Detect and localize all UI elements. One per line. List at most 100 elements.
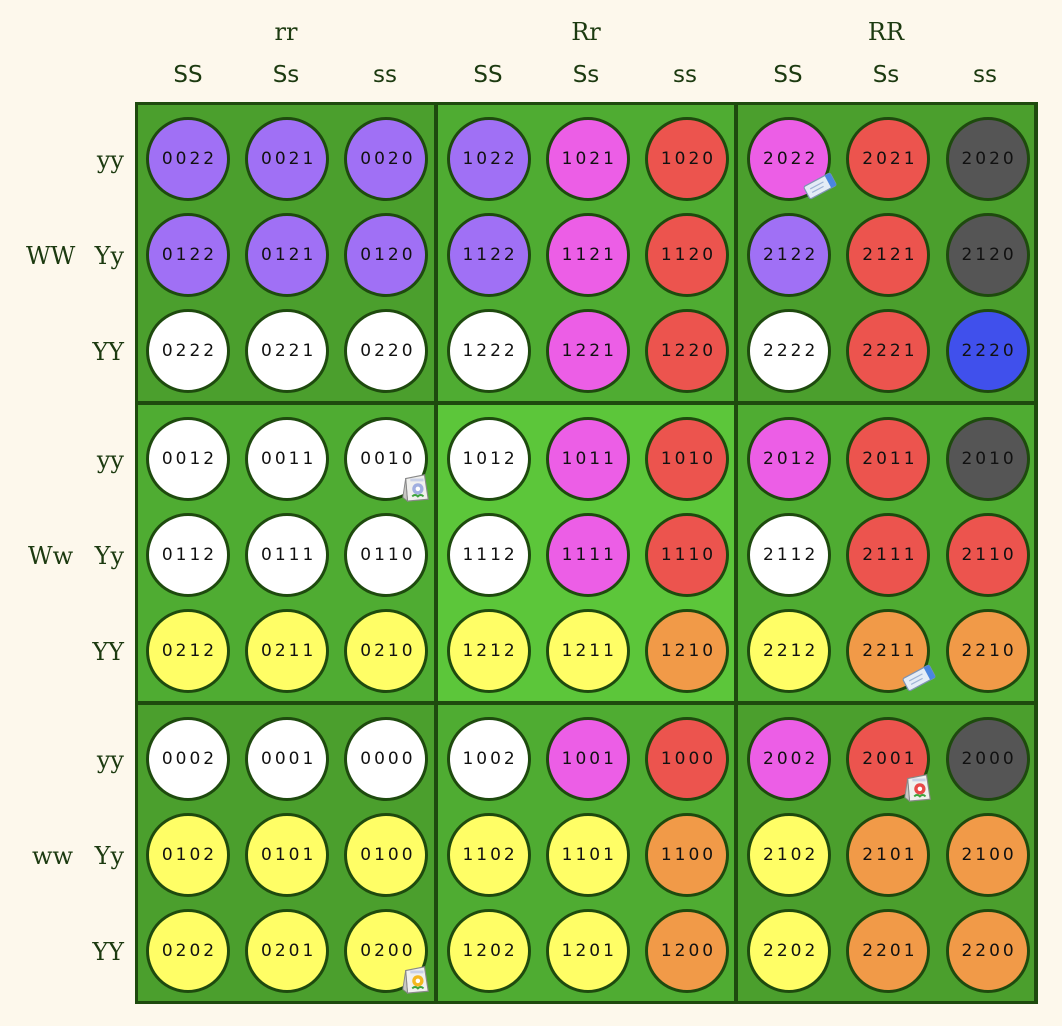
genotype-cell-1012[interactable]: 1012 [446, 417, 531, 501]
genotype-code: 1110 [660, 545, 717, 565]
genotype-code: 1120 [660, 245, 717, 265]
genotype-cell-0111[interactable]: 0111 [245, 513, 330, 597]
genotype-cell-0021[interactable]: 0021 [245, 117, 330, 201]
row-sub-label: YY [92, 338, 124, 366]
genotype-cell-2100[interactable]: 2100 [945, 813, 1030, 897]
genotype-cell-2002[interactable]: 2002 [747, 717, 832, 801]
genotype-cell-1212[interactable]: 1212 [446, 609, 531, 693]
genotype-cell-2120[interactable]: 2120 [945, 213, 1030, 297]
genotype-cell-1002[interactable]: 1002 [446, 717, 531, 801]
genotype-cell-0210[interactable]: 0210 [344, 609, 429, 693]
genotype-cell-1021[interactable]: 1021 [545, 117, 630, 201]
genotype-cell-1001[interactable]: 1001 [545, 717, 630, 801]
genotype-cell-1210[interactable]: 1210 [645, 609, 729, 693]
genotype-cell-2211[interactable]: 2211 [846, 609, 931, 693]
column-sub-label: ss [973, 62, 997, 88]
genotype-cell-2011[interactable]: 2011 [846, 417, 931, 501]
genotype-cell-0220[interactable]: 0220 [344, 309, 429, 393]
genotype-cell-0221[interactable]: 0221 [245, 309, 330, 393]
genotype-code: 2121 [862, 245, 918, 265]
genotype-code: 2012 [763, 449, 819, 469]
genotype-cell-1022[interactable]: 1022 [446, 117, 531, 201]
genotype-cell-2021[interactable]: 2021 [846, 117, 931, 201]
genotype-cell-0120[interactable]: 0120 [344, 213, 429, 297]
genotype-cell-0012[interactable]: 0012 [146, 417, 230, 501]
genotype-cell-1101[interactable]: 1101 [545, 813, 630, 897]
genotype-code: 0200 [360, 941, 416, 961]
genotype-cell-2121[interactable]: 2121 [846, 213, 931, 297]
genotype-cell-2022[interactable]: 2022 [747, 117, 832, 201]
genotype-cell-2200[interactable]: 2200 [945, 909, 1030, 993]
genotype-cell-1122[interactable]: 1122 [446, 213, 531, 297]
genotype-cell-0000[interactable]: 0000 [344, 717, 429, 801]
genotype-code: 1221 [561, 341, 617, 361]
genotype-cell-2101[interactable]: 2101 [846, 813, 931, 897]
genotype-cell-2210[interactable]: 2210 [945, 609, 1030, 693]
genotype-cell-2001[interactable]: 2001 [846, 717, 931, 801]
genotype-cell-1111[interactable]: 1111 [545, 513, 630, 597]
genotype-cell-1110[interactable]: 1110 [645, 513, 729, 597]
genotype-cell-0202[interactable]: 0202 [146, 909, 230, 993]
genotype-cell-1120[interactable]: 1120 [645, 213, 729, 297]
genotype-cell-0211[interactable]: 0211 [245, 609, 330, 693]
genotype-cell-2201[interactable]: 2201 [846, 909, 931, 993]
column-sub-label: Ss [872, 62, 900, 88]
genotype-cell-0201[interactable]: 0201 [245, 909, 330, 993]
genotype-code: 0020 [360, 149, 416, 169]
genotype-cell-1010[interactable]: 1010 [645, 417, 729, 501]
genotype-cell-1211[interactable]: 1211 [545, 609, 630, 693]
genotype-cell-2122[interactable]: 2122 [747, 213, 832, 297]
column-sub-label: SS [473, 62, 503, 88]
genotype-cell-1100[interactable]: 1100 [645, 813, 729, 897]
genotype-cell-2112[interactable]: 2112 [747, 513, 832, 597]
genotype-cell-2212[interactable]: 2212 [747, 609, 832, 693]
genotype-cell-0022[interactable]: 0022 [146, 117, 230, 201]
genotype-cell-1011[interactable]: 1011 [545, 417, 630, 501]
column-sub-label: Ss [572, 62, 600, 88]
genotype-cell-1121[interactable]: 1121 [545, 213, 630, 297]
genotype-cell-1220[interactable]: 1220 [645, 309, 729, 393]
genotype-cell-0212[interactable]: 0212 [146, 609, 230, 693]
genotype-cell-0222[interactable]: 0222 [146, 309, 230, 393]
genotype-cell-0020[interactable]: 0020 [344, 117, 429, 201]
genotype-cell-0010[interactable]: 0010 [344, 417, 429, 501]
genotype-code: 0102 [161, 845, 218, 865]
genotype-cell-0101[interactable]: 0101 [245, 813, 330, 897]
genotype-cell-0011[interactable]: 0011 [245, 417, 330, 501]
genotype-cell-2000[interactable]: 2000 [945, 717, 1030, 801]
genotype-cell-1000[interactable]: 1000 [645, 717, 729, 801]
genotype-cell-0200[interactable]: 0200 [344, 909, 429, 993]
genotype-cell-1221[interactable]: 1221 [545, 309, 630, 393]
genotype-cell-2110[interactable]: 2110 [945, 513, 1030, 597]
genotype-cell-0110[interactable]: 0110 [344, 513, 429, 597]
genotype-cell-1102[interactable]: 1102 [446, 813, 531, 897]
genotype-code: 0022 [161, 149, 218, 169]
genotype-cell-0100[interactable]: 0100 [344, 813, 429, 897]
genotype-cell-1112[interactable]: 1112 [446, 513, 531, 597]
genotype-cell-1202[interactable]: 1202 [446, 909, 531, 993]
genotype-cell-0121[interactable]: 0121 [245, 213, 330, 297]
genotype-code: 2112 [763, 545, 819, 565]
genotype-code: 1100 [660, 845, 717, 865]
genotype-cell-2202[interactable]: 2202 [747, 909, 832, 993]
genotype-cell-0112[interactable]: 0112 [146, 513, 230, 597]
genotype-cell-0001[interactable]: 0001 [245, 717, 330, 801]
genotype-cell-1020[interactable]: 1020 [645, 117, 729, 201]
genotype-cell-2020[interactable]: 2020 [945, 117, 1030, 201]
genotype-cell-2012[interactable]: 2012 [747, 417, 832, 501]
genotype-code: 1101 [561, 845, 617, 865]
genotype-cell-0102[interactable]: 0102 [146, 813, 230, 897]
genotype-cell-2221[interactable]: 2221 [846, 309, 931, 393]
genotype-cell-1222[interactable]: 1222 [446, 309, 531, 393]
genotype-cell-0122[interactable]: 0122 [146, 213, 230, 297]
genotype-cell-2102[interactable]: 2102 [747, 813, 832, 897]
row-sub-label: yy [96, 746, 124, 774]
genotype-cell-2010[interactable]: 2010 [945, 417, 1030, 501]
genotype-cell-2222[interactable]: 2222 [747, 309, 832, 393]
genotype-cell-1200[interactable]: 1200 [645, 909, 729, 993]
genotype-code: 2220 [961, 341, 1017, 361]
genotype-cell-1201[interactable]: 1201 [545, 909, 630, 993]
genotype-cell-2111[interactable]: 2111 [846, 513, 931, 597]
genotype-cell-2220[interactable]: 2220 [945, 309, 1030, 393]
genotype-cell-0002[interactable]: 0002 [146, 717, 230, 801]
